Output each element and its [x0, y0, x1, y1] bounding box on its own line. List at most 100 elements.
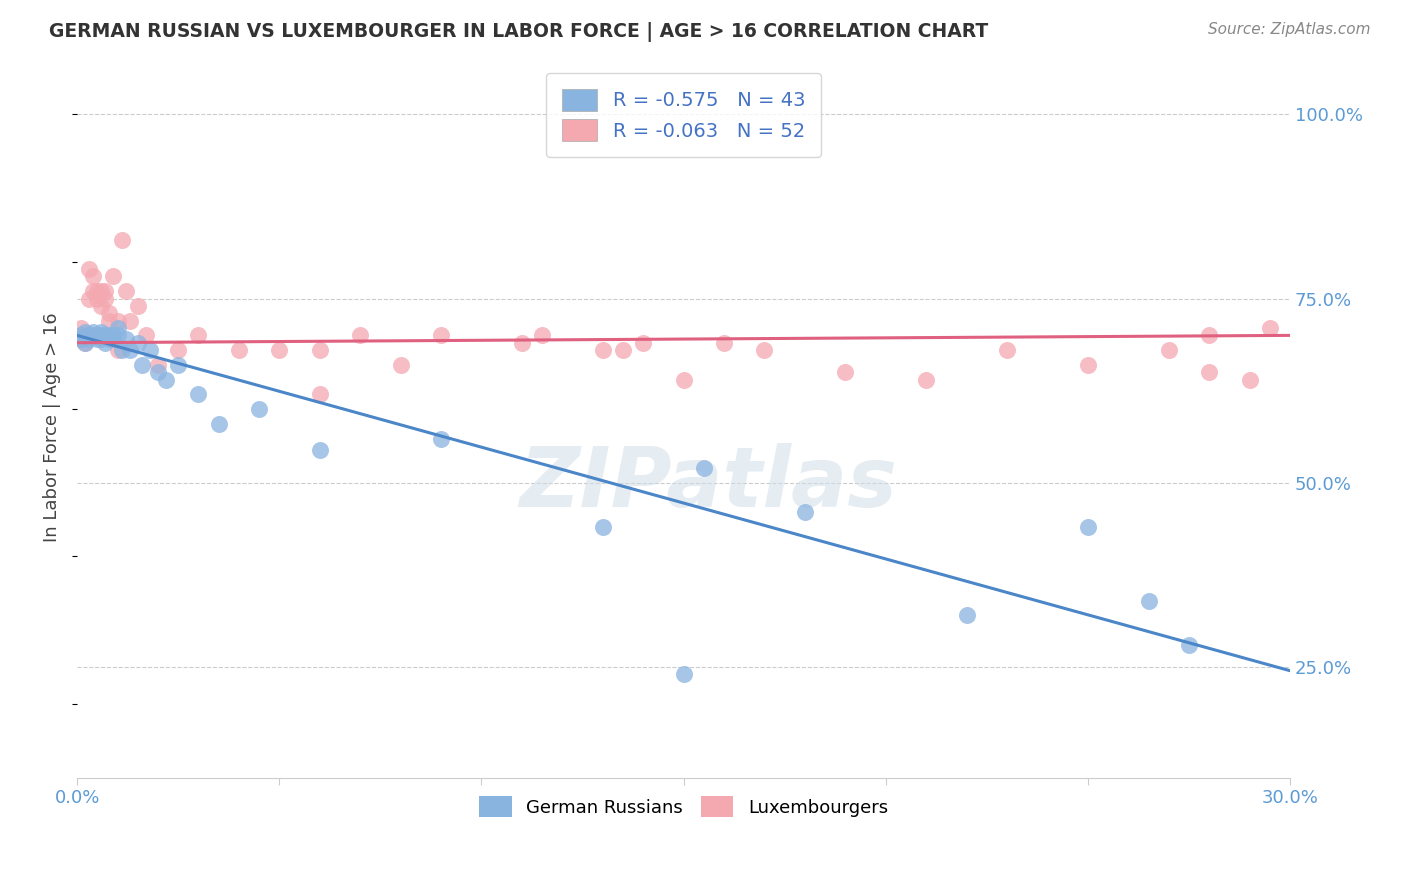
Point	[70, 328, 93, 343]
Point	[187, 387, 209, 401]
Point	[86, 332, 108, 346]
Point	[592, 343, 614, 358]
Point	[75, 335, 97, 350]
Point	[955, 608, 977, 623]
Legend: German Russians, Luxembourgers: German Russians, Luxembourgers	[472, 789, 896, 824]
Point	[114, 332, 136, 346]
Point	[995, 343, 1018, 358]
Point	[70, 332, 93, 346]
Point	[146, 358, 169, 372]
Point	[389, 358, 412, 372]
Point	[349, 328, 371, 343]
Point	[114, 284, 136, 298]
Point	[110, 233, 132, 247]
Point	[430, 328, 453, 343]
Point	[77, 328, 100, 343]
Text: GERMAN RUSSIAN VS LUXEMBOURGER IN LABOR FORCE | AGE > 16 CORRELATION CHART: GERMAN RUSSIAN VS LUXEMBOURGER IN LABOR …	[49, 22, 988, 42]
Point	[90, 284, 112, 298]
Point	[1258, 321, 1281, 335]
Point	[1077, 358, 1099, 372]
Point	[90, 328, 112, 343]
Point	[269, 343, 291, 358]
Point	[592, 520, 614, 534]
Point	[70, 332, 93, 346]
Point	[146, 365, 169, 379]
Point	[77, 262, 100, 277]
Point	[167, 358, 190, 372]
Point	[118, 343, 141, 358]
Point	[77, 328, 100, 343]
Point	[82, 325, 104, 339]
Point	[127, 335, 149, 350]
Point	[672, 667, 695, 681]
Point	[82, 269, 104, 284]
Point	[103, 328, 125, 343]
Point	[94, 335, 117, 350]
Point	[915, 373, 938, 387]
Point	[86, 292, 108, 306]
Point	[103, 332, 125, 346]
Point	[90, 325, 112, 339]
Point	[1077, 520, 1099, 534]
Text: ZIPatlas: ZIPatlas	[519, 443, 897, 524]
Point	[135, 328, 157, 343]
Point	[86, 328, 108, 343]
Point	[167, 343, 190, 358]
Point	[70, 321, 93, 335]
Point	[94, 284, 117, 298]
Point	[612, 343, 634, 358]
Point	[82, 328, 104, 343]
Point	[207, 417, 229, 431]
Point	[77, 332, 100, 346]
Point	[90, 299, 112, 313]
Point	[82, 284, 104, 298]
Point	[531, 328, 554, 343]
Point	[1239, 373, 1261, 387]
Point	[1198, 365, 1220, 379]
Point	[693, 461, 716, 475]
Point	[672, 373, 695, 387]
Y-axis label: In Labor Force | Age > 16: In Labor Force | Age > 16	[44, 313, 60, 542]
Point	[107, 321, 129, 335]
Point	[118, 313, 141, 327]
Point	[430, 432, 453, 446]
Point	[127, 299, 149, 313]
Point	[834, 365, 856, 379]
Point	[94, 328, 117, 343]
Point	[1178, 638, 1201, 652]
Point	[247, 402, 270, 417]
Point	[98, 313, 121, 327]
Point	[98, 328, 121, 343]
Point	[308, 387, 330, 401]
Text: Source: ZipAtlas.com: Source: ZipAtlas.com	[1208, 22, 1371, 37]
Point	[98, 332, 121, 346]
Point	[1198, 328, 1220, 343]
Point	[110, 343, 132, 358]
Point	[90, 332, 112, 346]
Point	[94, 292, 117, 306]
Point	[75, 325, 97, 339]
Point	[103, 269, 125, 284]
Point	[713, 335, 735, 350]
Point	[107, 313, 129, 327]
Point	[86, 284, 108, 298]
Point	[139, 343, 162, 358]
Point	[631, 335, 654, 350]
Point	[793, 505, 815, 519]
Point	[107, 328, 129, 343]
Point	[75, 328, 97, 343]
Point	[75, 335, 97, 350]
Point	[98, 306, 121, 320]
Point	[107, 343, 129, 358]
Point	[1137, 593, 1160, 607]
Point	[131, 358, 153, 372]
Point	[754, 343, 776, 358]
Point	[228, 343, 250, 358]
Point	[187, 328, 209, 343]
Point	[308, 442, 330, 457]
Point	[155, 373, 177, 387]
Point	[77, 292, 100, 306]
Point	[1157, 343, 1180, 358]
Point	[510, 335, 533, 350]
Point	[308, 343, 330, 358]
